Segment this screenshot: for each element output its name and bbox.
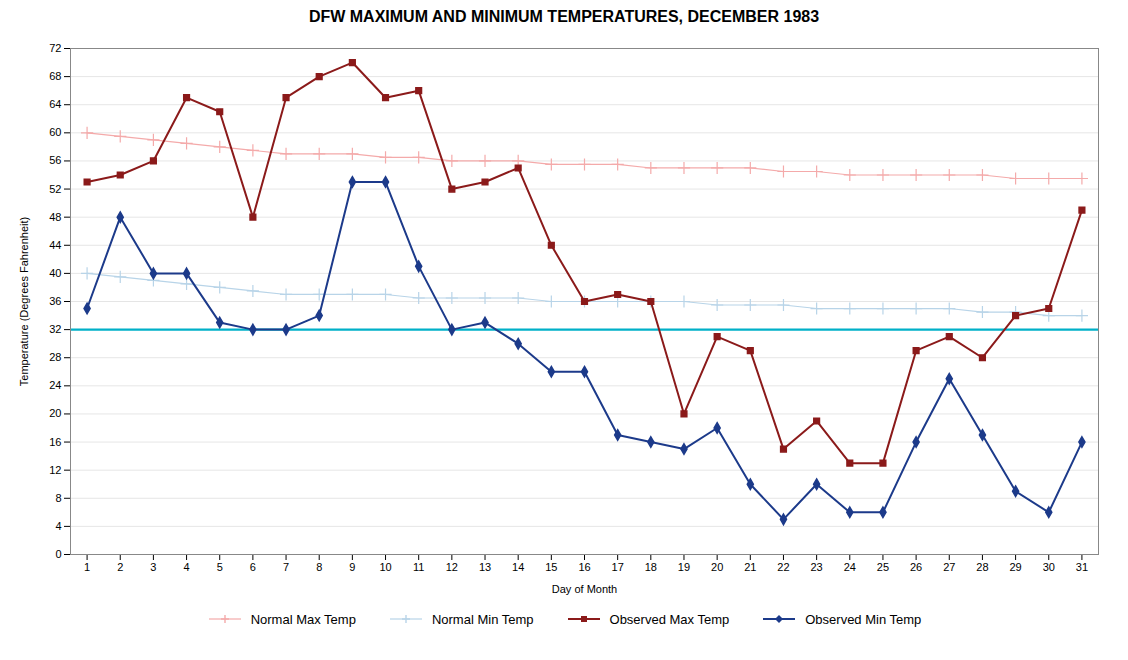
svg-text:15: 15 (545, 561, 557, 573)
svg-text:5: 5 (217, 561, 223, 573)
svg-text:30: 30 (1043, 561, 1055, 573)
svg-text:44: 44 (49, 239, 61, 251)
svg-text:72: 72 (49, 42, 61, 54)
svg-text:25: 25 (877, 561, 889, 573)
svg-text:8: 8 (316, 561, 322, 573)
svg-text:20: 20 (49, 407, 61, 419)
svg-text:Temperature (Degrees Fahrenhei: Temperature (Degrees Fahrenheit) (18, 217, 30, 386)
html-text:Normal Max Temp: Normal Max Temp (250, 611, 356, 627)
svg-text:28: 28 (49, 351, 61, 363)
svg-text:10: 10 (379, 561, 391, 573)
svg-text:22: 22 (777, 561, 789, 573)
svg-text:23: 23 (811, 561, 823, 573)
svg-text:6: 6 (250, 561, 256, 573)
svg-text:Day of Month: Day of Month (552, 583, 617, 595)
svg-text:8: 8 (55, 492, 61, 504)
html-text:Observed Min Temp: Observed Min Temp (805, 611, 922, 627)
html-text:Observed Max Temp: Observed Max Temp (609, 611, 730, 627)
svg-text:31: 31 (1076, 561, 1088, 573)
svg-text:0: 0 (55, 548, 61, 560)
svg-text:2: 2 (117, 561, 123, 573)
svg-text:20: 20 (711, 561, 723, 573)
svg-text:4: 4 (55, 520, 61, 532)
svg-text:21: 21 (744, 561, 756, 573)
svg-text:14: 14 (512, 561, 524, 573)
svg-text:3: 3 (150, 561, 156, 573)
svg-text:60: 60 (49, 126, 61, 138)
svg-text:26: 26 (910, 561, 922, 573)
html-text:DFW MAXIMUM AND MINIMUM TEMPER: DFW MAXIMUM AND MINIMUM TEMPERATURES, DE… (308, 8, 820, 25)
svg-text:4: 4 (184, 561, 190, 573)
svg-text:12: 12 (49, 464, 61, 476)
svg-text:16: 16 (578, 561, 590, 573)
svg-text:12: 12 (446, 561, 458, 573)
svg-text:40: 40 (49, 267, 61, 279)
svg-text:48: 48 (49, 211, 61, 223)
svg-text:19: 19 (678, 561, 690, 573)
svg-text:11: 11 (413, 561, 424, 573)
svg-text:1: 1 (84, 561, 90, 573)
svg-text:9: 9 (349, 561, 355, 573)
html-text:Normal Min Temp: Normal Min Temp (431, 611, 534, 627)
svg-text:64: 64 (49, 98, 61, 110)
svg-text:68: 68 (49, 70, 61, 82)
svg-text:24: 24 (844, 561, 856, 573)
svg-text:7: 7 (283, 561, 289, 573)
svg-text:32: 32 (49, 323, 61, 335)
svg-text:29: 29 (1009, 561, 1021, 573)
svg-text:16: 16 (49, 436, 61, 448)
svg-text:27: 27 (943, 561, 955, 573)
svg-text:52: 52 (49, 183, 61, 195)
svg-text:28: 28 (976, 561, 988, 573)
svg-text:56: 56 (49, 154, 61, 166)
svg-text:17: 17 (612, 561, 624, 573)
svg-text:24: 24 (49, 379, 61, 391)
svg-text:36: 36 (49, 295, 61, 307)
svg-text:18: 18 (645, 561, 657, 573)
svg-text:13: 13 (479, 561, 491, 573)
